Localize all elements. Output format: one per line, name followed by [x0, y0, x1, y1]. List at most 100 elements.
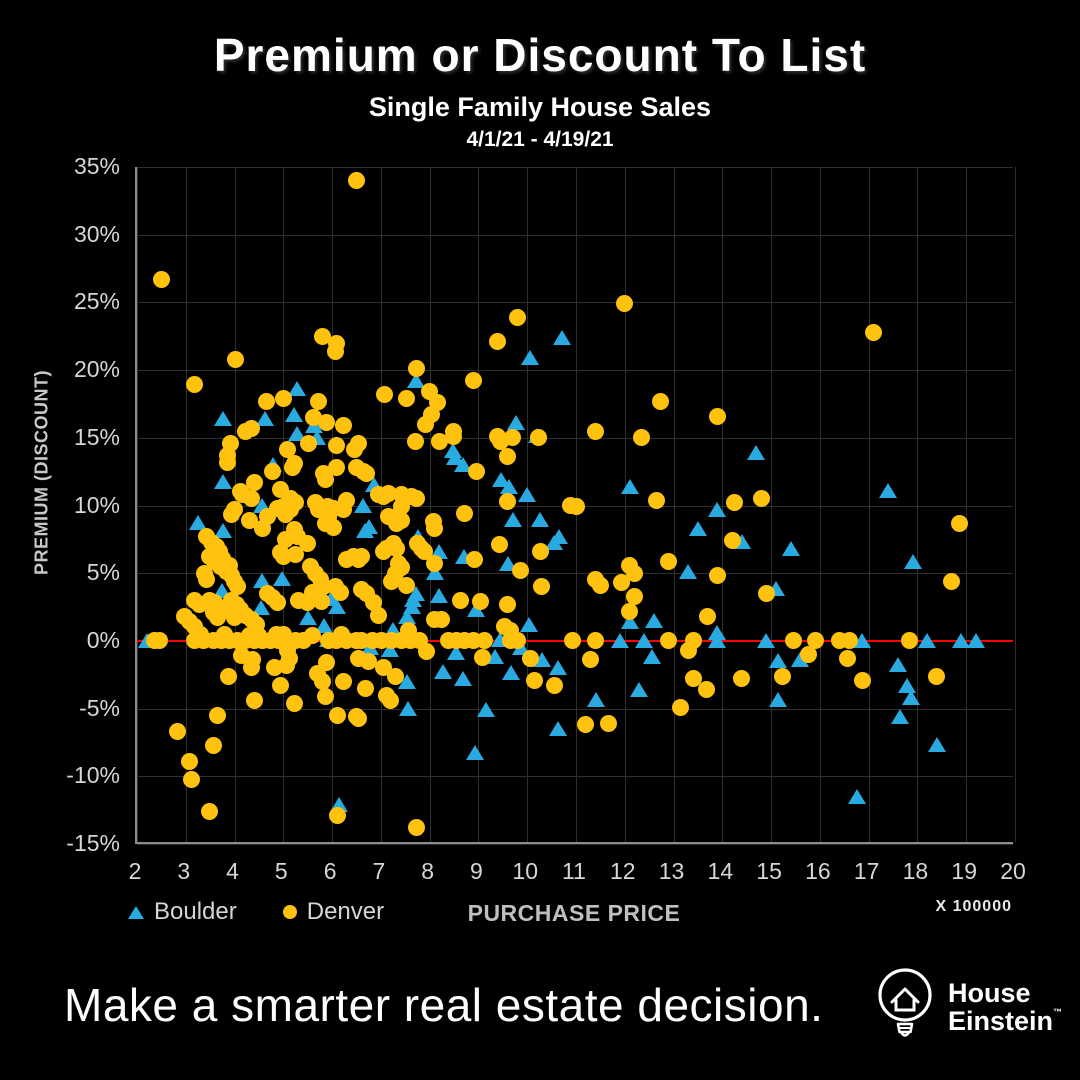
vertical-gridline: [917, 167, 919, 842]
scatter-point-denver: [587, 422, 604, 440]
scatter-point-denver: [840, 632, 858, 650]
scatter-point-boulder: [453, 456, 472, 472]
scatter-point-boulder: [747, 444, 766, 460]
scatter-point-denver: [381, 691, 399, 709]
scatter-point-denver: [652, 392, 670, 410]
scatter-point-boulder: [890, 708, 909, 724]
scatter-point-denver: [928, 667, 946, 685]
x-tick-label: 5: [274, 858, 288, 884]
scatter-point-denver: [181, 752, 199, 770]
scatter-point-denver: [326, 342, 344, 360]
scatter-point-denver: [708, 407, 726, 425]
y-tick-label: 20%: [73, 356, 120, 383]
x-tick-label: 8: [421, 858, 435, 884]
scatter-point-denver: [298, 534, 316, 552]
scatter-point-denver: [417, 415, 435, 433]
horizontal-gridline: [137, 302, 1013, 304]
scatter-point-boulder: [902, 689, 921, 705]
scatter-point-boulder: [356, 523, 375, 539]
scatter-point-boulder: [610, 632, 629, 648]
scatter-point-boulder: [447, 645, 466, 661]
scatter-point-denver: [245, 473, 263, 491]
scatter-point-boulder: [397, 608, 416, 624]
scatter-point-denver: [407, 490, 425, 508]
scatter-point-boulder: [430, 543, 449, 559]
scatter-point-denver: [227, 350, 245, 368]
scatter-point-denver: [349, 709, 367, 727]
x-tick-label: 20: [1000, 858, 1026, 884]
y-tick-label: 0%: [86, 626, 120, 653]
scatter-point-boulder: [708, 501, 727, 517]
scatter-point-denver: [562, 497, 580, 514]
scatter-point-denver: [376, 385, 394, 403]
vertical-gridline: [137, 167, 138, 842]
scatter-point-boulder: [476, 701, 495, 717]
denver-circle-icon: [282, 905, 297, 919]
scatter-point-denver: [272, 677, 290, 695]
x-tick-label: 13: [658, 858, 685, 884]
y-tick-label: 25%: [73, 288, 120, 315]
scatter-point-denver: [672, 698, 690, 716]
scatter-point-denver: [633, 429, 651, 447]
scatter-point-denver: [465, 372, 483, 390]
scatter-point-boulder: [433, 664, 452, 680]
y-tick-label: -10%: [66, 762, 120, 789]
y-tick-label: -5%: [79, 694, 120, 721]
scatter-point-denver: [504, 429, 522, 447]
vertical-gridline: [624, 167, 626, 842]
scatter-point-boulder: [847, 788, 866, 804]
scatter-point-denver: [525, 671, 543, 689]
scatter-point-denver: [317, 654, 335, 672]
scatter-point-boulder: [549, 720, 568, 736]
scatter-point-denver: [475, 632, 493, 650]
x-tick-label: 6: [323, 858, 337, 884]
scatter-point-denver: [531, 543, 549, 561]
scatter-point-boulder: [314, 618, 333, 633]
y-tick-label: 15%: [73, 423, 120, 450]
scatter-point-denver: [152, 270, 170, 288]
brand-tagline: Make a smarter real estate decision.: [64, 979, 824, 1031]
brand-name-line1: House: [947, 978, 1031, 1009]
boulder-triangle-icon: [128, 905, 144, 919]
scatter-point-denver: [660, 632, 678, 650]
scatter-point-boulder: [879, 482, 898, 498]
scatter-point-denver: [684, 670, 702, 688]
scatter-point-boulder: [285, 406, 304, 422]
lightbulb-house-icon: [878, 968, 932, 1037]
scatter-point-denver: [204, 603, 222, 621]
scatter-point-denver: [287, 545, 305, 563]
scatter-point-denver: [264, 463, 282, 481]
scatter-point-denver: [313, 673, 331, 691]
scatter-point-denver: [530, 429, 548, 447]
scatter-point-denver: [679, 641, 697, 659]
scatter-point-denver: [298, 594, 316, 612]
scatter-point-boulder: [520, 349, 539, 365]
scatter-point-denver: [277, 530, 295, 548]
scatter-point-boulder: [430, 588, 449, 604]
scatter-point-boulder: [769, 692, 788, 708]
scatter-point-boulder: [399, 700, 418, 716]
scatter-point-denver: [369, 606, 387, 624]
x-tick-label: 2: [128, 858, 142, 884]
scatter-point-denver: [328, 437, 346, 455]
scatter-point-denver: [398, 390, 416, 408]
scatter-point-denver: [347, 459, 365, 477]
scatter-point-denver: [512, 561, 530, 579]
page-title: Premium or Discount To List: [213, 29, 867, 81]
scatter-point-boulder: [507, 414, 525, 430]
scatter-point-boulder: [498, 555, 517, 571]
scatter-point-boulder: [465, 745, 484, 761]
trademark-symbol: ™: [1053, 1007, 1062, 1017]
scatter-point-denver: [151, 632, 169, 650]
scatter-point-denver: [587, 632, 604, 650]
x-tick-label: 4: [226, 858, 239, 884]
scatter-point-boulder: [253, 573, 272, 589]
scatter-point-boulder: [903, 554, 922, 570]
scatter-point-boulder: [635, 632, 654, 648]
y-tick-label: 30%: [73, 220, 120, 247]
scatter-point-boulder: [354, 497, 373, 513]
scatter-point-denver: [383, 572, 401, 590]
brand-name: House Einstein™: [948, 980, 1062, 1035]
scatter-point-boulder: [642, 649, 661, 665]
